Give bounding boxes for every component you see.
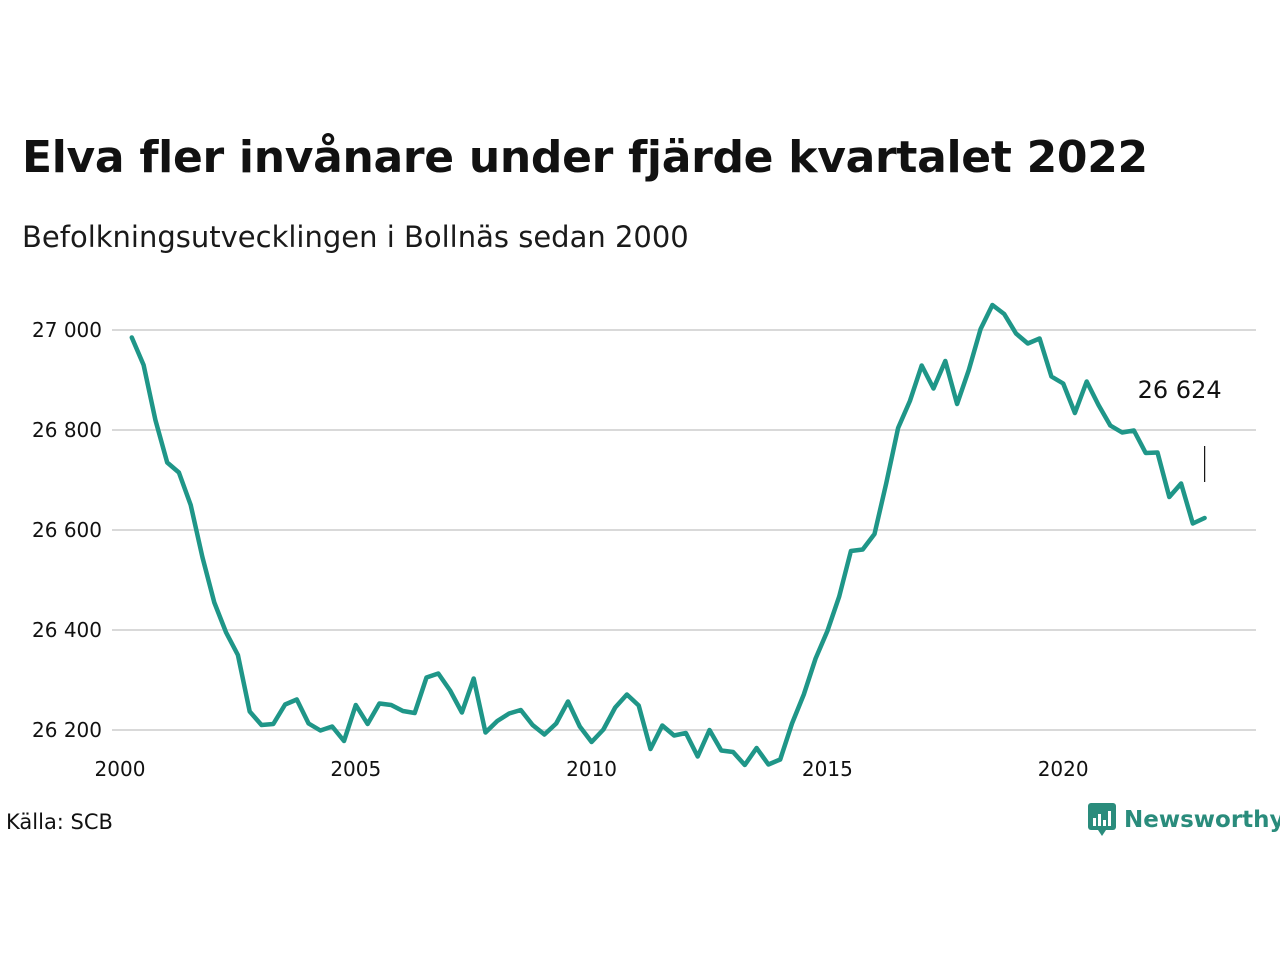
brand-name: Newsworthy	[1124, 807, 1280, 833]
x-tick-label: 2020	[1038, 757, 1089, 781]
newsworthy-logo-icon	[1088, 803, 1116, 836]
x-tick-label: 2015	[802, 757, 853, 781]
annotation-label: 26 624	[1138, 376, 1222, 404]
source-note: Källa: SCB	[6, 810, 113, 834]
x-tick-label: 2005	[330, 757, 381, 781]
x-tick-label: 2010	[566, 757, 617, 781]
chart-subtitle: Befolkningsutvecklingen i Bollnäs sedan …	[22, 220, 689, 254]
y-axis: 26 200 26 400 26 600 26 800 27 000	[32, 318, 102, 742]
y-tick-label: 26 200	[32, 718, 102, 742]
x-axis: 2000 2005 2010 2015 2020	[95, 757, 1089, 781]
x-tick-label: 2000	[95, 757, 146, 781]
series-group	[129, 302, 1207, 768]
y-tick-label: 26 600	[32, 518, 102, 542]
gridlines	[112, 329, 1256, 731]
y-tick-label: 27 000	[32, 318, 102, 342]
y-tick-label: 26 800	[32, 418, 102, 442]
series-line	[129, 302, 1207, 768]
annotation-group: 26 624	[1138, 376, 1222, 482]
y-tick-label: 26 400	[32, 618, 102, 642]
chart-title: Elva fler invånare under fjärde kvartale…	[22, 132, 1148, 183]
brand-logo[interactable]: Newsworthy	[1088, 803, 1280, 837]
